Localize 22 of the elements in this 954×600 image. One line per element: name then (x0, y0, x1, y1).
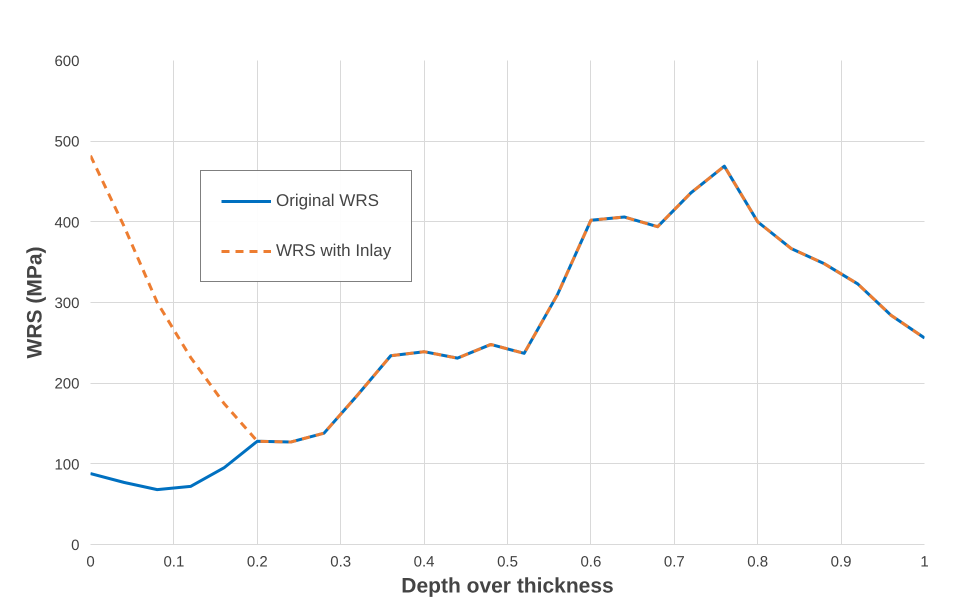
x-axis-title: Depth over thickness (401, 574, 614, 598)
y-tick-label: 300 (54, 295, 80, 312)
x-tick-label: 0.6 (580, 554, 602, 570)
y-tick-label: 200 (54, 376, 80, 393)
x-tick-label: 1 (920, 554, 929, 570)
legend-label: Original WRS (276, 191, 379, 211)
y-tick-label: 100 (54, 456, 80, 474)
x-tick-label: 0.9 (830, 554, 852, 570)
x-tick-label: 0.8 (747, 554, 768, 570)
y-axis-title: WRS (MPa) (23, 246, 46, 358)
x-tick-label: 0.4 (414, 554, 435, 570)
x-tick-label: 0.3 (330, 554, 352, 570)
x-tick-label: 0.5 (497, 554, 518, 570)
y-tick-label: 400 (54, 214, 80, 232)
y-tick-label: 0 (71, 537, 80, 554)
y-tick-label: 600 (54, 53, 80, 70)
x-tick-label: 0.7 (664, 554, 685, 570)
legend-label: WRS with Inlay (276, 241, 392, 261)
x-tick-label: 0.2 (246, 554, 268, 570)
x-tick-label: 0.1 (163, 554, 184, 570)
x-tick-label: 0 (86, 554, 95, 570)
y-tick-label: 500 (54, 134, 80, 151)
